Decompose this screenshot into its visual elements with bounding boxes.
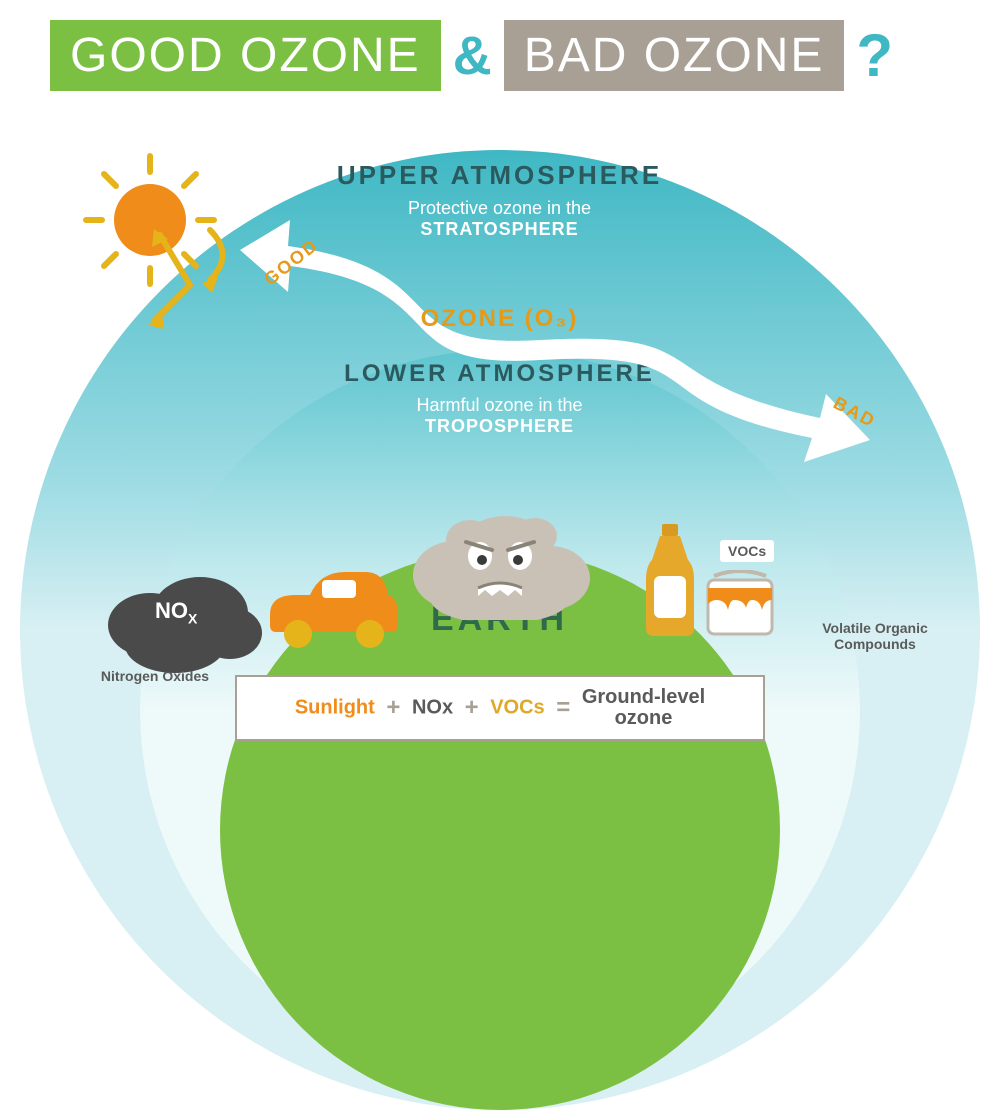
atmosphere-diagram: UPPER ATMOSPHERE Protective ozone in the… [0, 120, 999, 787]
nox-sublabel: Nitrogen Oxides [95, 668, 215, 684]
eq-vocs: VOCs [490, 696, 544, 718]
eq-sunlight: Sunlight [295, 696, 375, 718]
eq-result-l1: Ground-level [582, 686, 705, 708]
vocs-sublabel: Volatile Organic Compounds [800, 620, 950, 652]
car-icon [260, 560, 400, 650]
ozone-arrow-icon [160, 210, 920, 470]
smog-monster-icon [400, 500, 600, 620]
eq-result-l2: ozone [615, 707, 673, 729]
title-bar: GOOD OZONE & BAD OZONE ? [50, 20, 893, 91]
eq-result: Ground-level ozone [582, 687, 705, 729]
eq-nox: NOx [412, 696, 453, 718]
equation-box: Sunlight + NOx + VOCs = Ground-level ozo… [235, 675, 765, 741]
title-bad-box: BAD OZONE [504, 20, 845, 91]
eq-plus-1: + [380, 694, 406, 721]
ampersand: & [453, 25, 492, 87]
nox-label: NOX [155, 598, 197, 626]
arrow-center-label: OZONE (O₃) [0, 305, 999, 333]
eq-equals: = [550, 694, 576, 721]
title-good-box: GOOD OZONE [50, 20, 441, 91]
eq-plus-2: + [459, 694, 485, 721]
vocs-tag: VOCs [720, 540, 774, 562]
question-mark: ? [856, 21, 893, 90]
bottle-icon [640, 520, 700, 640]
paint-can-icon [700, 570, 780, 640]
